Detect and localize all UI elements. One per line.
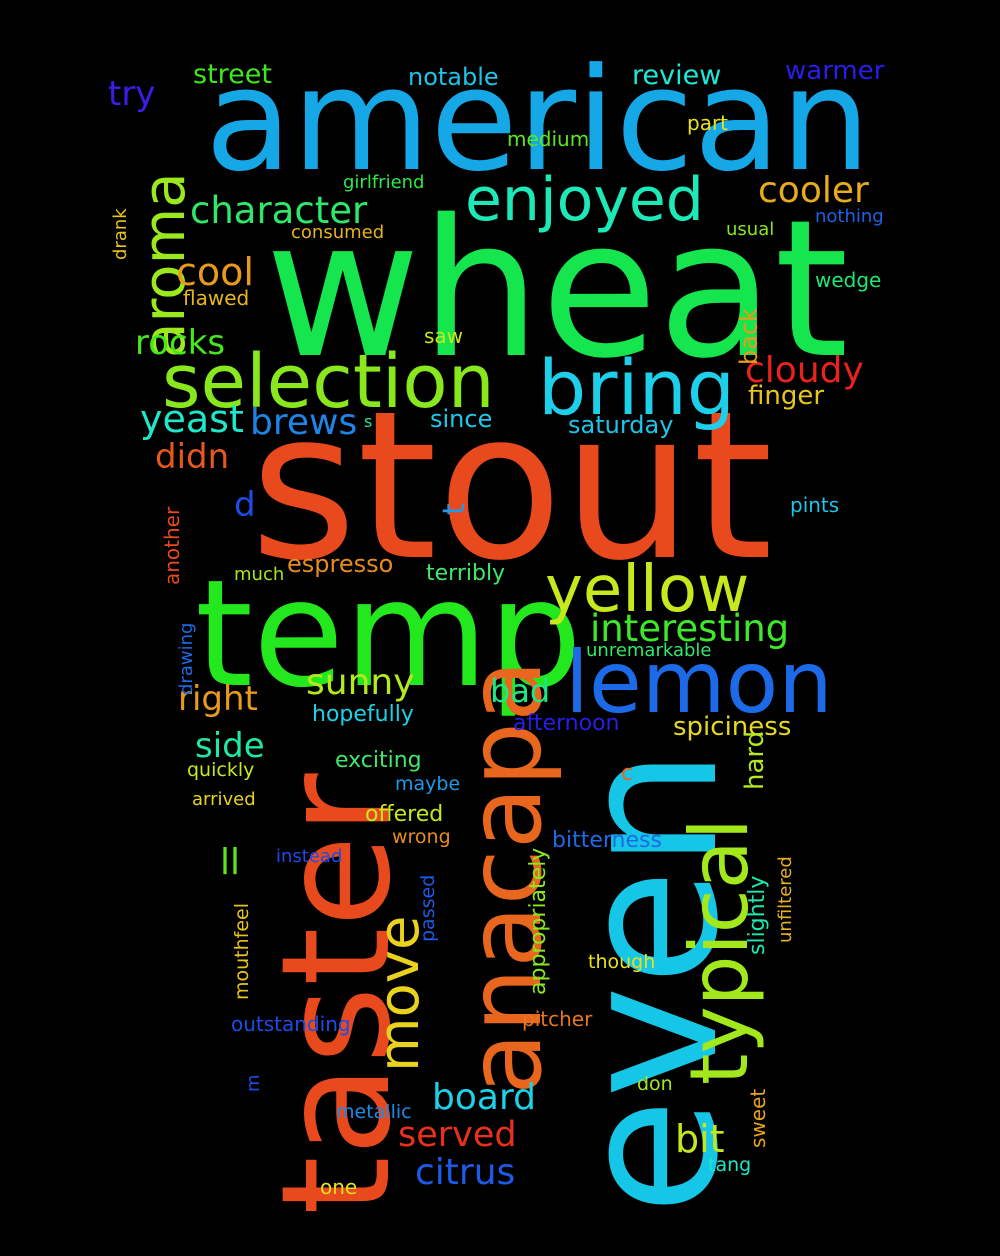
word: back [735,307,763,365]
word: pitcher [522,1007,593,1031]
word: d [234,485,256,525]
word: one [320,1175,358,1199]
word: cool [176,250,254,294]
word: m [243,1074,264,1092]
word: usual [726,219,775,240]
word: side [195,726,265,766]
word: outstanding [231,1012,351,1036]
word: t [437,503,472,515]
word: unremarkable [586,640,712,661]
word: street [193,59,272,90]
word: bad [490,672,551,710]
word: warmer [785,56,885,86]
word: sunny [306,662,415,703]
word: spiciness [673,712,792,742]
word: don [637,1073,673,1095]
word: arrived [192,789,256,810]
word: wheat [265,179,849,400]
word: medium [507,127,590,151]
word: brews [250,402,358,443]
word: hard [740,730,770,790]
word: consumed [291,222,385,243]
word: sweet [746,1088,770,1148]
word: metallic [336,1101,412,1123]
word: passed [417,874,439,942]
word: much [234,564,285,585]
word: exciting [335,748,422,773]
word: quickly [187,759,255,781]
word: wrong [392,826,451,848]
word: cooler [758,170,869,211]
word: girlfriend [343,172,425,193]
word: lemon [565,633,833,733]
word: enjoyed [465,165,704,235]
word: finger [748,381,825,411]
word: yeast [140,397,244,441]
word: citrus [415,1152,516,1193]
word: since [430,405,493,433]
word: drawing [176,622,197,695]
word: nothing [815,206,884,227]
word: try [108,74,156,114]
word: bring [538,343,736,432]
word: offered [365,802,444,827]
word: yellow [545,553,750,627]
word: mouthfeel [231,902,253,1000]
word: bit [675,1117,725,1161]
word: right [178,679,258,719]
word: terribly [426,561,506,586]
word: saturday [568,411,674,439]
word: review [632,60,722,91]
word: tang [708,1154,752,1176]
word: bitterness [552,828,662,853]
word: drank [110,208,131,260]
word: served [398,1115,517,1155]
word: board [432,1077,536,1118]
word: slightly [745,875,770,955]
word: rocks [135,323,226,363]
word: part [687,111,729,135]
word: afternoon [513,711,620,736]
word: maybe [395,773,461,795]
word: didn [155,437,230,477]
word: s [364,412,373,431]
word: character [190,189,368,232]
word: ll [220,842,241,883]
word: appropriately [526,847,551,995]
word: saw [424,324,464,348]
word: american [205,38,871,203]
word: c [621,761,634,786]
word: flawed [183,286,250,310]
word: pints [790,493,840,517]
word: cloudy [745,350,864,391]
word: hopefully [312,702,414,727]
word: stout [250,368,773,606]
word: instead [276,846,343,867]
word: wedge [815,268,882,292]
word: temp [195,548,583,720]
word: espresso [287,550,394,578]
word: interesting [590,607,790,650]
word: notable [408,63,499,91]
word: unfiltered [775,856,796,943]
word: another [160,506,184,585]
word: selection [162,339,495,425]
word: though [588,951,656,973]
